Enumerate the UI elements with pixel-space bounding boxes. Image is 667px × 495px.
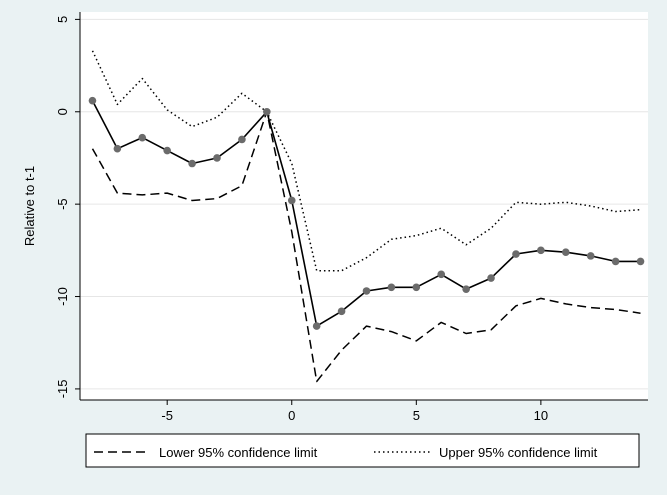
axes xyxy=(79,12,648,401)
y-tick-label: -10 xyxy=(55,287,70,306)
x-tick-label: 5 xyxy=(413,408,420,423)
ticks: 5 0 -5 -10 -15 -5 0 5 10 xyxy=(55,16,548,423)
series-layer xyxy=(88,50,645,383)
plot-area xyxy=(80,12,648,400)
gridlines xyxy=(80,18,648,390)
x-tick-label: 0 xyxy=(288,408,295,423)
estimate-point xyxy=(586,252,595,260)
estimate-point xyxy=(537,246,545,255)
estimate-point xyxy=(387,283,396,292)
legend-label-upper: Upper 95% confidence limit xyxy=(439,445,598,460)
estimate-point xyxy=(412,283,421,292)
estimate-point xyxy=(163,146,171,155)
y-tick-label: -5 xyxy=(55,198,70,210)
estimate-point xyxy=(337,307,346,316)
y-tick-label: 0 xyxy=(55,108,70,115)
estimate-point xyxy=(561,248,570,256)
estimate-point xyxy=(512,250,520,258)
estimate-point xyxy=(238,135,246,144)
estimate-point xyxy=(287,196,296,205)
estimate-point xyxy=(188,159,196,168)
estimate-point xyxy=(437,270,446,279)
lower-ci-line xyxy=(91,111,641,383)
legend-label-lower: Lower 95% confidence limit xyxy=(159,445,318,460)
x-tick-label: -5 xyxy=(161,408,173,423)
legend: Lower 95% confidence limit Upper 95% con… xyxy=(85,433,640,468)
y-axis-title: Relative to t-1 xyxy=(22,166,37,246)
estimate-point xyxy=(611,257,620,266)
y-tick-label: -15 xyxy=(55,380,70,399)
estimate-point xyxy=(113,144,122,153)
upper-ci-line xyxy=(91,50,641,272)
x-tick-label: 10 xyxy=(534,408,548,423)
estimate-point xyxy=(362,287,371,295)
legend-box xyxy=(85,433,640,468)
estimate-point xyxy=(263,107,271,116)
estimate-point xyxy=(487,274,495,282)
y-tick-label: 5 xyxy=(55,16,70,23)
estimate-point xyxy=(213,154,221,162)
estimate-point xyxy=(636,257,645,266)
estimate-point xyxy=(88,96,97,105)
estimate-point xyxy=(462,285,470,293)
estimate-point xyxy=(312,322,321,330)
estimate-point xyxy=(138,133,147,142)
